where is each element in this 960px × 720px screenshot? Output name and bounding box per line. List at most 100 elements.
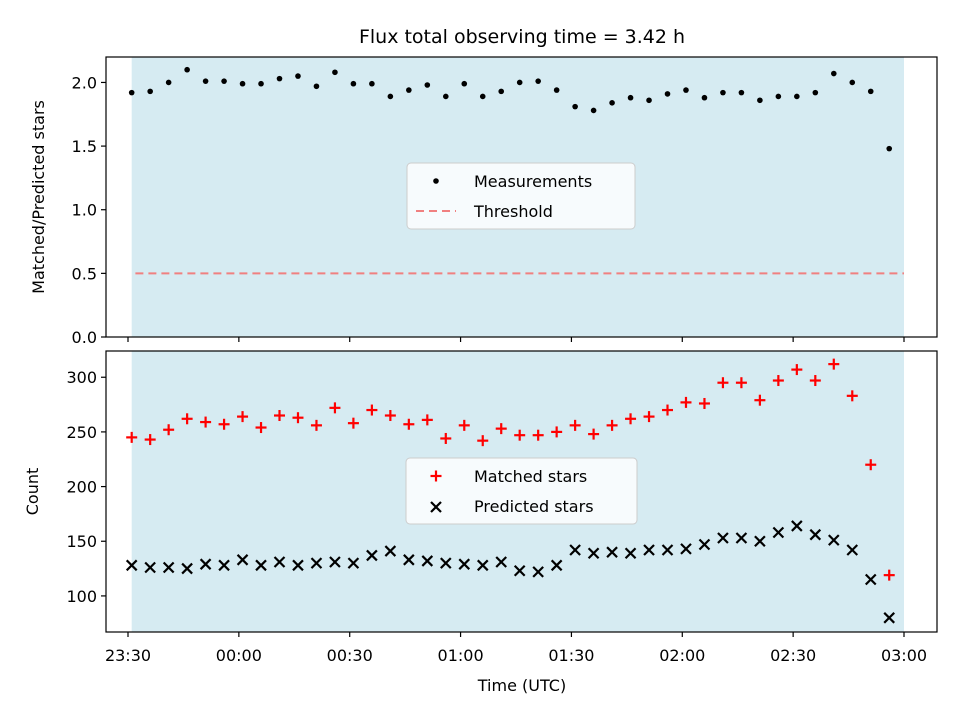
predicted-star-point: [883, 612, 895, 624]
predicted-star-point-b: [864, 573, 877, 586]
predicted-star-point: [754, 535, 766, 548]
predicted-star-point: [403, 554, 415, 566]
predicted-star-point-b: [273, 556, 286, 568]
matched-star-point: [643, 411, 655, 423]
matched-star-point: [809, 375, 821, 387]
matched-star-point: [625, 413, 637, 425]
predicted-star-point-b: [791, 520, 803, 532]
measurement-point: [128, 89, 135, 96]
matched-star-point: [865, 459, 877, 471]
predicted-star-point-b: [680, 543, 692, 555]
predicted-star-point: [310, 557, 323, 569]
legend-predicted-marker: [430, 501, 442, 513]
predicted-star-point: [569, 544, 581, 556]
matched-star-point: [477, 435, 489, 447]
predicted-star-point-b: [846, 544, 859, 556]
ratio-y-tick-label: 0.5: [72, 264, 97, 283]
predicted-star-point-b: [587, 547, 600, 560]
ratio-legend: Measurements Threshold: [406, 162, 636, 230]
matched-star-point: [144, 434, 156, 446]
predicted-star-point: [513, 564, 526, 577]
measurement-point: [461, 80, 468, 87]
matched-star-point: [292, 412, 304, 424]
predicted-star-point: [661, 544, 674, 556]
predicted-star-point: [772, 526, 785, 539]
measurement-point: [350, 80, 357, 87]
measurement-point: [701, 94, 708, 101]
matched-star-point: [551, 426, 563, 438]
matched-star-point: [791, 364, 803, 376]
measurement-point: [886, 145, 893, 152]
measurement-point: [276, 75, 283, 82]
predicted-star-point: [273, 556, 286, 568]
ratio-y-ticks: 0.0 0.5 1.0 1.5 2.0: [72, 73, 106, 347]
ratio-x-ticks: [127, 337, 905, 342]
time-x-tick-label: 00:30: [327, 646, 373, 665]
measurement-points: [128, 66, 893, 152]
ratio-y-axis-label: Matched/Predicted stars: [29, 100, 48, 294]
matched-star-point: [662, 404, 674, 416]
time-x-ticks: 23:30 00:00 00:30 01:00 01:30 02:00 02:30 03:00: [105, 632, 927, 665]
predicted-star-point: [680, 543, 692, 555]
predicted-star-point-b: [883, 612, 895, 624]
predicted-star-point-b: [643, 544, 655, 556]
measurement-point: [775, 93, 782, 100]
measurement-point: [442, 93, 449, 100]
predicted-star-point-b: [569, 544, 581, 556]
matched-star-point: [126, 431, 138, 443]
count-y-tick-label: 150: [66, 532, 97, 551]
predicted-star-point: [125, 559, 138, 572]
matched-star-point: [772, 375, 784, 387]
measurement-point: [794, 93, 800, 100]
measurement-point: [720, 89, 726, 96]
matched-star-point: [384, 410, 396, 422]
matched-star-point: [310, 419, 322, 431]
predicted-star-point: [643, 544, 655, 556]
legend-matched-plus: [430, 470, 442, 482]
matched-star-point: [698, 397, 710, 409]
measurement-point: [313, 83, 320, 90]
predicted-star-point-b: [366, 549, 378, 562]
predicted-star-point-b: [162, 561, 175, 574]
measurement-point: [646, 97, 652, 104]
legend-measurements-label: Measurements: [474, 172, 592, 191]
predicted-star-point: [421, 555, 434, 567]
predicted-star-point-b: [144, 561, 156, 574]
predicted-star-point-b: [421, 555, 434, 567]
predicted-star-point: [292, 559, 304, 572]
count-legend-box: [405, 457, 638, 525]
matched-star-points: [126, 358, 895, 581]
predicted-star-point-b: [292, 559, 304, 572]
predicted-star-point-b: [403, 554, 415, 566]
measurement-point: [184, 66, 190, 73]
predicted-star-point-b: [661, 544, 674, 556]
count-y-axis-label: Count: [23, 468, 42, 516]
matched-star-point: [735, 377, 747, 389]
predicted-star-point: [218, 559, 230, 572]
matched-star-point: [403, 418, 415, 430]
predicted-star-point: [440, 557, 452, 569]
matched-star-point: [754, 394, 766, 406]
count-y-tick-label: 100: [66, 587, 97, 606]
predicted-star-point-b: [828, 534, 840, 546]
predicted-star-point-b: [809, 528, 822, 541]
predicted-star-point: [236, 554, 249, 566]
predicted-star-point-b: [347, 557, 360, 569]
time-x-tick-label: 23:30: [105, 646, 151, 665]
legend-measurement-marker: [433, 178, 439, 184]
predicted-star-point: [550, 559, 563, 572]
predicted-star-point: [532, 566, 544, 578]
predicted-star-point: [255, 559, 267, 572]
measurement-point: [609, 100, 615, 106]
matched-star-point: [181, 413, 193, 425]
ratio-y-tick-label: 1.0: [72, 201, 97, 220]
predicted-star-point: [606, 546, 618, 558]
measurement-point: [812, 89, 819, 96]
predicted-star-point: [384, 545, 397, 557]
measurement-point: [683, 87, 689, 93]
matched-star-point: [163, 424, 175, 436]
predicted-star-point-b: [754, 535, 766, 548]
matched-star-point: [883, 569, 895, 581]
measurement-point: [516, 79, 523, 86]
